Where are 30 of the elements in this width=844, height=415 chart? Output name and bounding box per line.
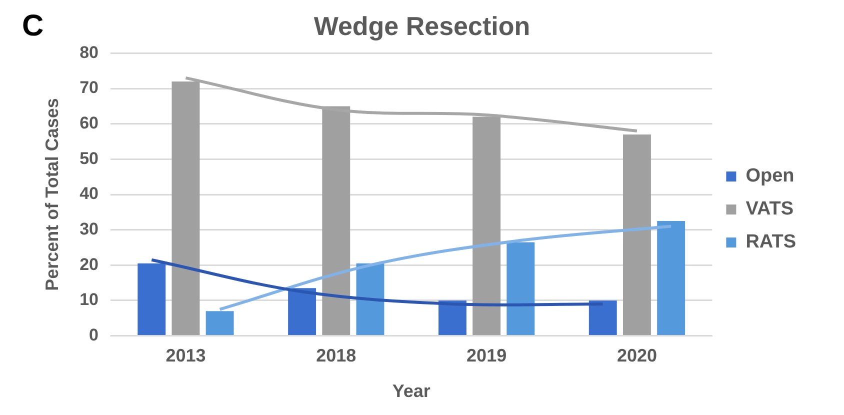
y-tick-label: 20 xyxy=(80,254,99,274)
legend-label: RATS xyxy=(746,232,796,253)
y-tick-label: 50 xyxy=(80,148,99,168)
chart-title: Wedge Resection xyxy=(314,10,530,41)
bar xyxy=(506,242,535,336)
x-tick-label: 2018 xyxy=(316,346,356,366)
x-axis-title: Year xyxy=(392,381,430,402)
line-series xyxy=(218,224,673,311)
bar xyxy=(206,311,234,336)
bar xyxy=(438,300,466,336)
bar xyxy=(356,263,384,336)
x-tick-label: 2013 xyxy=(166,346,206,366)
y-tick-label: 60 xyxy=(80,114,99,133)
y-tick-label: 80 xyxy=(80,42,99,62)
bar xyxy=(588,300,617,336)
y-tick-label: 0 xyxy=(89,325,99,344)
bar xyxy=(138,263,166,336)
bar xyxy=(288,288,316,336)
text: C xyxy=(22,9,44,42)
y-tick-label: 30 xyxy=(80,220,99,239)
y-axis-title: Percent of Total Cases xyxy=(42,98,62,291)
bar xyxy=(657,220,686,336)
legend-label: VATS xyxy=(746,198,794,220)
x-tick-label: 2020 xyxy=(616,346,657,366)
legend-label: Open xyxy=(746,166,794,187)
y-tick-label: 40 xyxy=(80,184,99,204)
y-tick-label: 10 xyxy=(80,290,99,310)
y-tick-label: 70 xyxy=(80,78,99,98)
bar xyxy=(623,134,651,336)
x-tick-label: 2019 xyxy=(466,346,507,366)
